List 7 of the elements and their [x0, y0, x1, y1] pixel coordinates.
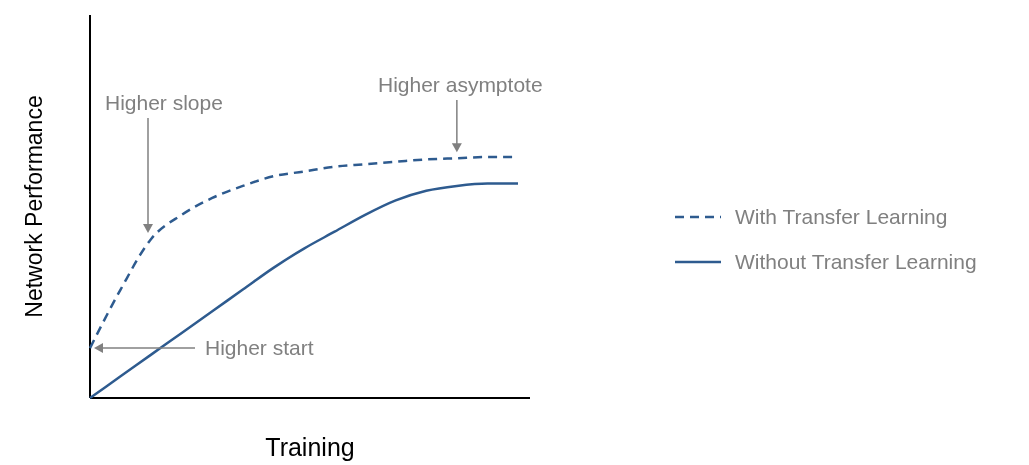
text: Higher asymptote: [378, 73, 543, 96]
legend-label: Without Transfer Learning: [735, 250, 977, 273]
text: Higher slope: [105, 91, 223, 114]
annotation: Higher start: [205, 336, 314, 360]
y-axis-title: Network Performance: [21, 95, 47, 318]
x-axis-title: Training: [265, 433, 355, 461]
legend-label: With Transfer Learning: [735, 205, 948, 228]
